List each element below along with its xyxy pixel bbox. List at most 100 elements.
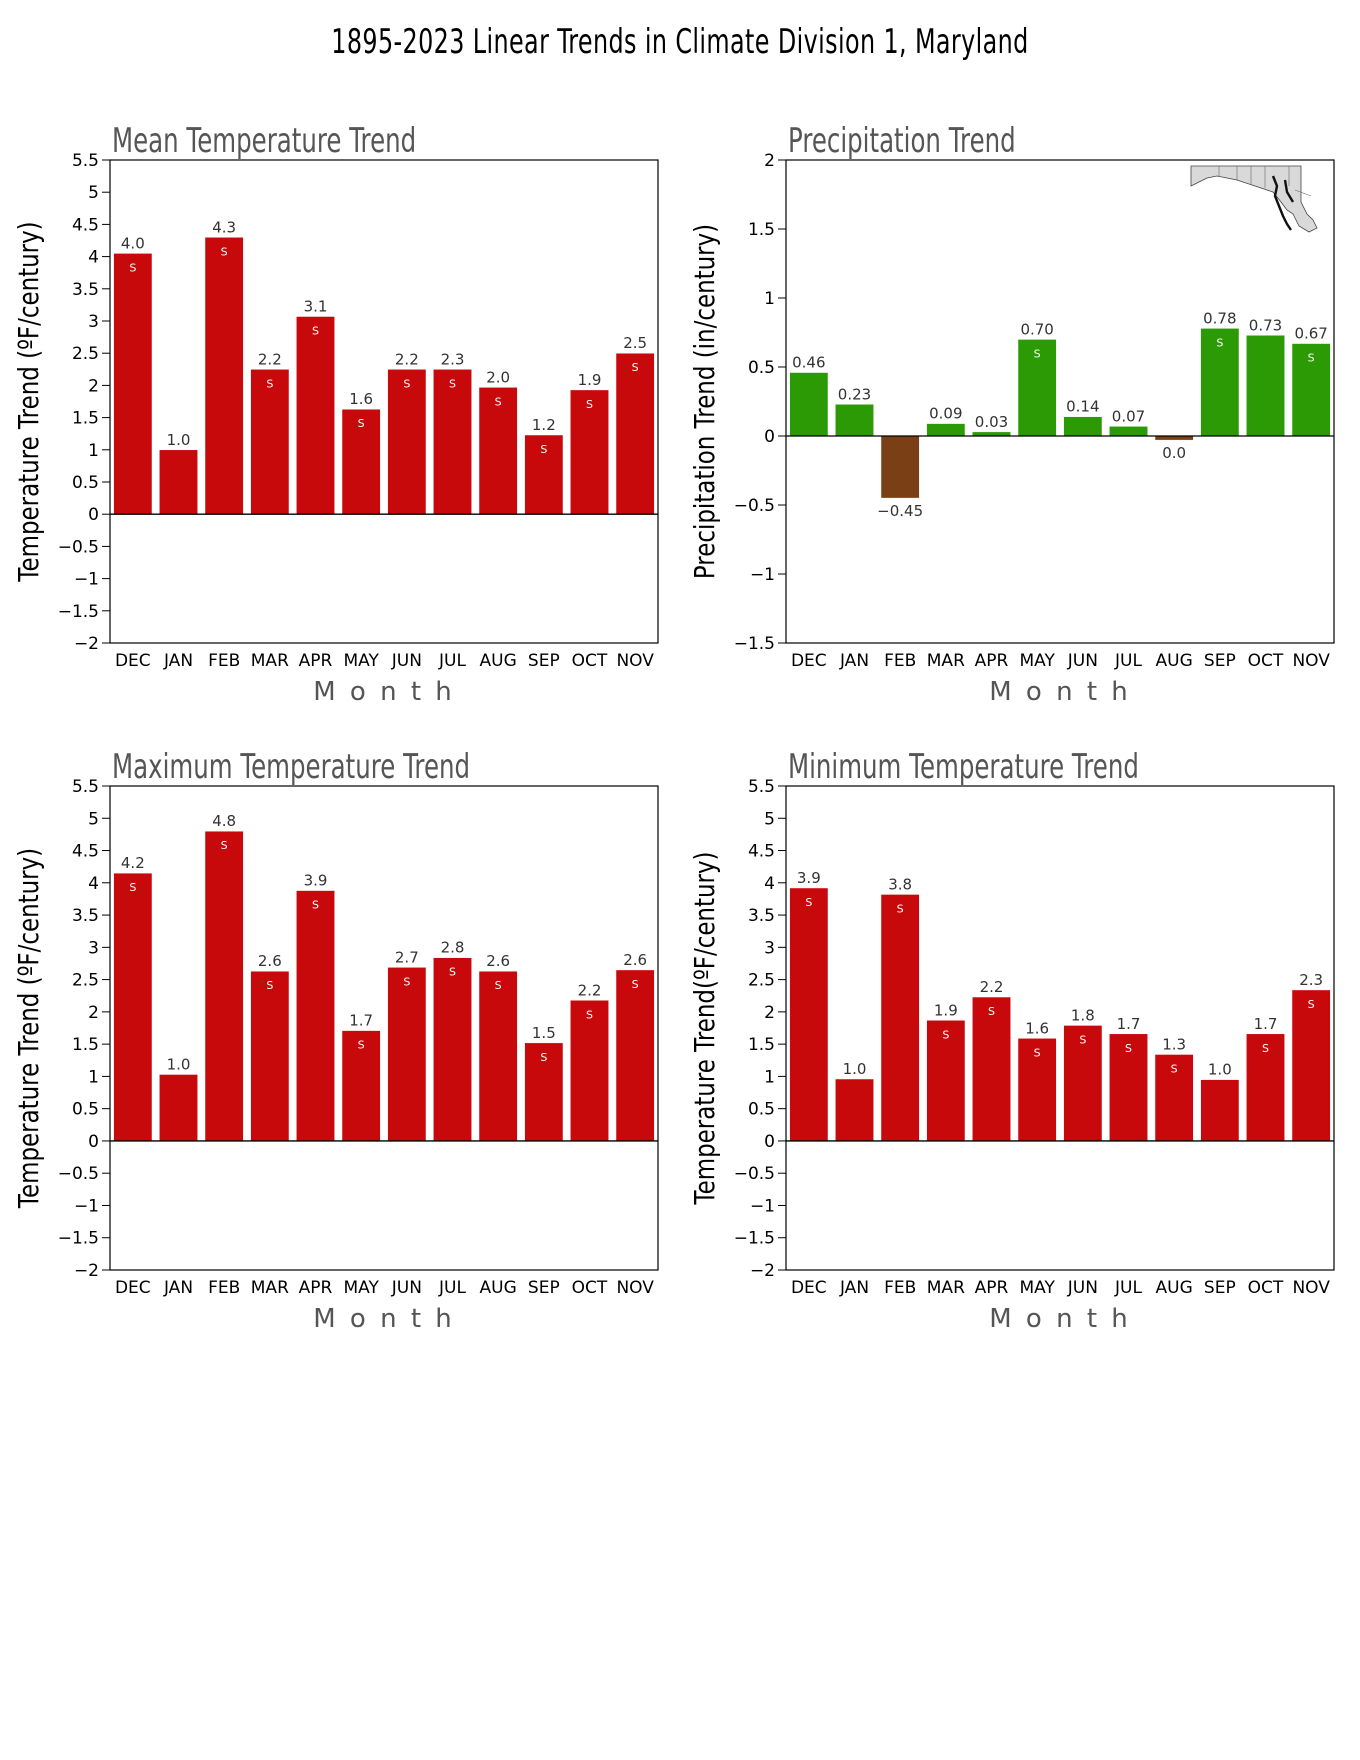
- bar-dec: [113, 872, 153, 1142]
- x-tick-label: FEB: [208, 651, 240, 671]
- x-tick-label: NOV: [616, 1278, 654, 1298]
- y-tick-label: 0: [88, 505, 99, 525]
- y-tick-label: 0.5: [72, 1100, 99, 1120]
- y-tick-label: 1: [764, 289, 775, 309]
- x-tick-label: SEP: [528, 651, 560, 671]
- data-label: 2.3: [441, 350, 465, 368]
- x-tick-label: AUG: [480, 651, 517, 671]
- significance-mark: S: [988, 1005, 995, 1018]
- y-axis-label: Temperature Trend (ºF/century): [13, 221, 46, 582]
- plot-frame: [109, 785, 659, 1271]
- significance-mark: S: [403, 377, 410, 390]
- significance-mark: S: [540, 1051, 547, 1064]
- data-label: 2.3: [1299, 971, 1323, 989]
- bar-oct: [570, 1000, 609, 1142]
- x-tick-label: JAN: [163, 1278, 193, 1298]
- y-tick-label: 3: [764, 938, 775, 958]
- significance-mark: S: [586, 1008, 593, 1021]
- data-label: 1.0: [167, 1055, 191, 1073]
- y-tick-label: 0.5: [748, 1100, 775, 1120]
- data-label: 4.3: [212, 218, 236, 236]
- y-tick-label: 4.5: [72, 842, 99, 862]
- significance-mark: S: [266, 377, 273, 390]
- bar-apr: [296, 890, 335, 1142]
- y-tick-label: 1.5: [748, 220, 775, 240]
- bar-mar: [250, 369, 290, 515]
- significance-mark: S: [358, 1039, 365, 1052]
- bar-jun: [1063, 1025, 1103, 1142]
- x-tick-label: JUN: [1067, 651, 1098, 671]
- x-tick-label: MAR: [927, 1278, 965, 1298]
- significance-mark: S: [1308, 352, 1315, 365]
- y-tick-label: 0: [764, 427, 775, 447]
- x-tick-label: FEB: [884, 1278, 916, 1298]
- x-tick-label: JAN: [839, 1278, 869, 1298]
- bar-aug: [478, 387, 518, 515]
- data-label: 1.7: [1117, 1015, 1141, 1033]
- y-tick-label: 1: [764, 1067, 775, 1087]
- y-tick-label: 5.5: [72, 777, 99, 797]
- y-tick-label: 4: [88, 874, 99, 894]
- y-tick-label: −2: [74, 1261, 99, 1281]
- x-tick-label: NOV: [616, 651, 654, 671]
- bar-mar: [926, 423, 966, 437]
- data-label: 0.46: [792, 354, 825, 372]
- bar-feb: [880, 894, 920, 1142]
- x-tick-label: DEC: [791, 651, 827, 671]
- plot-frame: [785, 785, 1335, 1271]
- significance-mark: S: [266, 979, 273, 992]
- x-tick-label: AUG: [1156, 651, 1193, 671]
- x-tick-label: JUL: [1114, 1278, 1142, 1298]
- panel-title: Maximum Temperature Trend: [112, 747, 470, 786]
- data-label: 0.09: [929, 405, 962, 423]
- x-tick-label: FEB: [884, 651, 916, 671]
- x-tick-label: MAY: [1019, 1278, 1055, 1298]
- data-label: 2.6: [258, 952, 282, 970]
- y-tick-label: 4: [764, 874, 775, 894]
- significance-mark: S: [312, 899, 319, 912]
- y-tick-label: 1.5: [72, 1035, 99, 1055]
- data-label: 1.9: [578, 371, 602, 389]
- bar-may: [341, 1030, 381, 1142]
- bar-jun: [387, 369, 427, 515]
- data-label: 1.7: [1254, 1015, 1278, 1033]
- x-axis-label: M o n t h: [313, 677, 455, 707]
- y-tick-label: 0: [764, 1132, 775, 1152]
- x-tick-label: SEP: [528, 1278, 560, 1298]
- x-tick-label: OCT: [572, 651, 608, 671]
- y-tick-label: −2: [74, 634, 99, 654]
- y-tick-label: 1: [88, 441, 99, 461]
- x-tick-label: SEP: [1204, 1278, 1236, 1298]
- data-label: 2.5: [623, 334, 647, 352]
- y-tick-label: 1: [88, 1067, 99, 1087]
- data-label: 0.0: [1162, 444, 1186, 462]
- x-tick-label: APR: [975, 1278, 1009, 1298]
- bar-apr: [296, 316, 335, 515]
- x-tick-label: JAN: [163, 651, 193, 671]
- significance-mark: S: [1308, 998, 1315, 1011]
- x-tick-label: JUL: [438, 1278, 466, 1298]
- bar-oct: [1246, 335, 1285, 437]
- bar-nov: [615, 969, 655, 1142]
- x-tick-label: FEB: [208, 1278, 240, 1298]
- y-tick-label: 4.5: [748, 842, 775, 862]
- y-tick-label: 3: [88, 938, 99, 958]
- x-tick-label: DEC: [115, 1278, 151, 1298]
- data-label: 0.07: [1112, 407, 1145, 425]
- data-label: 2.2: [578, 981, 602, 999]
- data-label: 1.9: [934, 1001, 958, 1019]
- significance-mark: S: [805, 896, 812, 909]
- data-label: 1.0: [843, 1060, 867, 1078]
- bar-may: [1017, 1038, 1057, 1142]
- bar-jun: [387, 967, 427, 1142]
- significance-mark: S: [1034, 1046, 1041, 1059]
- data-label: 2.2: [980, 978, 1004, 996]
- data-label: 1.0: [167, 431, 191, 449]
- bar-jan: [835, 404, 874, 437]
- bar-dec: [113, 253, 153, 515]
- bar-mar: [250, 970, 290, 1142]
- panel-title: Minimum Temperature Trend: [788, 747, 1139, 786]
- bar-nov: [615, 352, 655, 515]
- significance-mark: S: [1216, 336, 1223, 349]
